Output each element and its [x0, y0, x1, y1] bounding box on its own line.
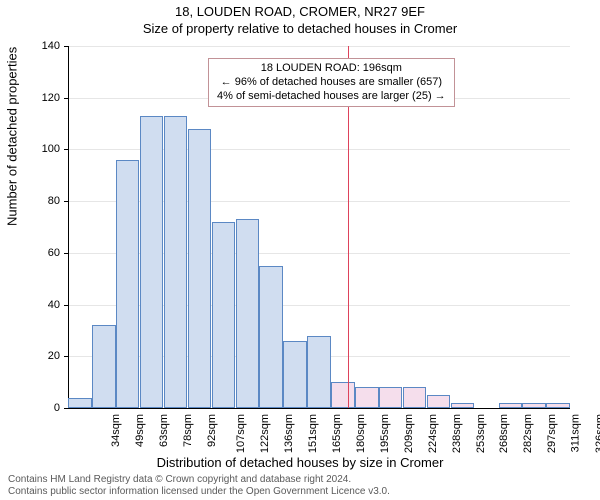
y-axis-label: Number of detached properties [5, 47, 20, 226]
histogram-bar [379, 387, 402, 408]
plot-area: 02040608010012014034sqm49sqm63sqm78sqm92… [68, 46, 570, 408]
info-box: 18 LOUDEN ROAD: 196sqm← 96% of detached … [208, 58, 455, 107]
y-tick-label: 60 [30, 247, 60, 259]
x-tick-label: 180sqm [355, 414, 367, 453]
histogram-bar [546, 403, 569, 408]
histogram-bar [259, 266, 282, 408]
histogram-bar [427, 395, 450, 408]
histogram-bar [68, 398, 91, 408]
y-tick-label: 120 [30, 92, 60, 104]
histogram-bar [451, 403, 474, 408]
histogram-bar [522, 403, 545, 408]
histogram-bar [283, 341, 306, 408]
info-line-2: ← 96% of detached houses are smaller (65… [217, 76, 446, 90]
y-tick-label: 0 [30, 402, 60, 414]
x-tick-label: 224sqm [427, 414, 439, 453]
x-tick-label: 238sqm [451, 414, 463, 453]
grid-line [68, 46, 570, 47]
copyright-line-1: Contains HM Land Registry data © Crown c… [8, 474, 390, 486]
x-tick-label: 195sqm [379, 414, 391, 453]
copyright-line-2: Contains public sector information licen… [8, 486, 390, 498]
x-tick-label: 209sqm [403, 414, 415, 453]
x-tick-label: 268sqm [499, 414, 511, 453]
x-tick-label: 326sqm [594, 414, 600, 453]
x-tick-label: 165sqm [331, 414, 343, 453]
info-line-1: 18 LOUDEN ROAD: 196sqm [217, 62, 446, 76]
x-tick-label: 282sqm [522, 414, 534, 453]
y-tick-label: 40 [30, 299, 60, 311]
histogram-bar [116, 160, 139, 408]
y-tick-label: 100 [30, 143, 60, 155]
chart-address-title: 18, LOUDEN ROAD, CROMER, NR27 9EF [0, 0, 600, 19]
x-axis-label: Distribution of detached houses by size … [0, 455, 600, 470]
histogram-bar [331, 382, 354, 408]
info-line-3: 4% of semi-detached houses are larger (2… [217, 90, 446, 104]
histogram-bar [355, 387, 378, 408]
x-tick-label: 107sqm [236, 414, 248, 453]
x-tick-label: 49sqm [134, 414, 146, 447]
histogram-bar [236, 219, 259, 408]
histogram-bar [164, 116, 187, 408]
x-tick-label: 34sqm [110, 414, 122, 447]
histogram-bar [307, 336, 330, 408]
x-tick-label: 78sqm [182, 414, 194, 447]
x-tick-label: 151sqm [307, 414, 319, 453]
x-tick-label: 63sqm [158, 414, 170, 447]
x-tick-label: 92sqm [206, 414, 218, 447]
histogram-bar [403, 387, 426, 408]
histogram-bar [92, 325, 115, 408]
histogram-bar [188, 129, 211, 408]
y-tick-label: 80 [30, 195, 60, 207]
y-tick-label: 20 [30, 350, 60, 362]
x-tick-label: 122sqm [260, 414, 272, 453]
histogram-bar [212, 222, 235, 408]
x-tick-label: 253sqm [475, 414, 487, 453]
histogram-bar [499, 403, 522, 408]
y-tick-label: 140 [30, 40, 60, 52]
x-tick-label: 136sqm [283, 414, 295, 453]
x-tick-label: 297sqm [546, 414, 558, 453]
x-tick-label: 311sqm [569, 414, 581, 452]
x-axis-line [68, 408, 570, 409]
histogram-bar [140, 116, 163, 408]
copyright-notice: Contains HM Land Registry data © Crown c… [8, 474, 390, 498]
chart-subtitle: Size of property relative to detached ho… [0, 19, 600, 36]
y-axis-line [68, 46, 69, 408]
